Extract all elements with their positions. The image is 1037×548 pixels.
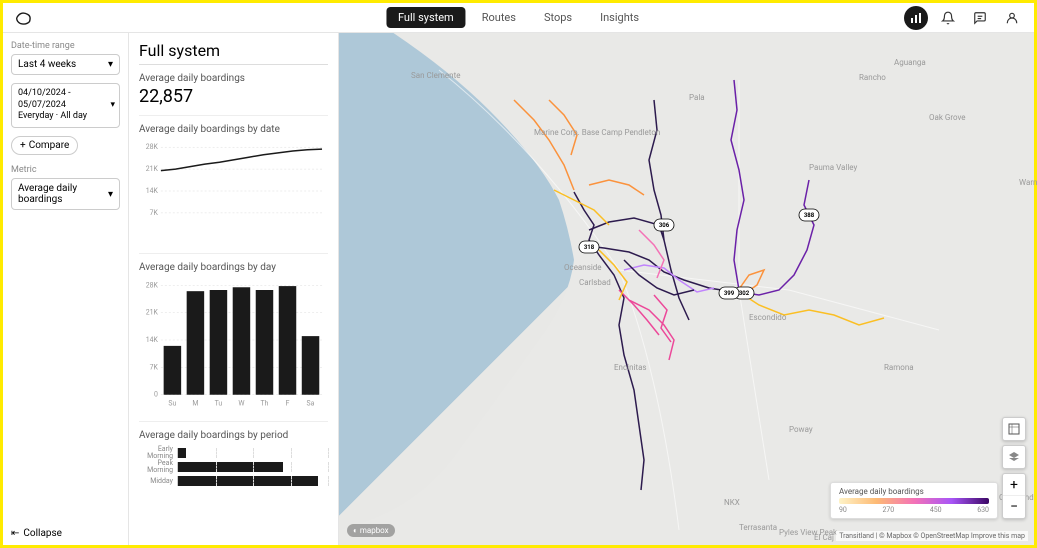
svg-text:302: 302 [739, 290, 750, 297]
range-select[interactable]: Last 4 weeks ▾ [11, 54, 120, 75]
svg-text:306: 306 [659, 222, 670, 229]
map-place-label: Marine Corp. Base Camp Pendleton [534, 128, 660, 137]
legend-title: Average daily boardings [839, 487, 989, 496]
map-canvas: 306 318 388 302 399 [339, 33, 1034, 545]
line-chart-section: Average daily boardings by date 7K 14K 21K… [139, 124, 328, 254]
svg-text:21K: 21K [146, 309, 159, 317]
period-chart: Early Morning Peak Morning Midday [139, 447, 328, 487]
map[interactable]: 306 318 388 302 399 San Clemente Marine Corp.… [339, 33, 1034, 545]
nav-tabs: Full systemRoutesStopsInsights [386, 7, 651, 28]
map-place-label: NKX [724, 498, 740, 507]
message-icon[interactable] [968, 6, 992, 30]
nav-tab-stops[interactable]: Stops [532, 7, 584, 28]
map-place-label: Pala [689, 93, 705, 102]
date-range-box[interactable]: 04/10/2024 - 05/07/2024 Everyday · All d… [11, 83, 120, 128]
nav-tab-insights[interactable]: Insights [588, 7, 651, 28]
chevron-down-icon: ▾ [108, 59, 113, 70]
svg-text:7K: 7K [150, 363, 159, 371]
bar-chart: 0 7K 14K 21K 28K Su M Tu W Th F Sa [139, 279, 328, 409]
nav-tab-full-system[interactable]: Full system [386, 7, 466, 28]
svg-text:388: 388 [804, 212, 815, 219]
topbar-actions [904, 6, 1024, 30]
collapse-button[interactable]: ⇤ Collapse [11, 528, 62, 539]
map-place-label: Carlsbad [579, 278, 611, 287]
period-row: Early Morning [139, 447, 328, 459]
line-chart: 7K 14K 21K 28K [139, 141, 328, 241]
map-place-label: Warn [1019, 178, 1037, 187]
svg-text:Th: Th [260, 400, 268, 408]
metric-label: Metric [11, 165, 120, 175]
range-select-value: Last 4 weeks [18, 59, 76, 70]
map-place-label: Pyles View Peak [779, 528, 837, 537]
svg-text:Sa: Sa [307, 400, 315, 408]
svg-text:Tu: Tu [215, 400, 223, 408]
topbar: Full systemRoutesStopsInsights [3, 3, 1034, 33]
collapse-label: Collapse [23, 528, 62, 539]
svg-text:W: W [238, 400, 245, 408]
map-place-label: Oak Grove [929, 113, 966, 122]
svg-text:28K: 28K [146, 281, 159, 289]
date-range-label: Date-time range [11, 41, 120, 51]
map-place-label: Encinitas [614, 363, 647, 372]
period-chart-title: Average daily boardings by period [139, 430, 328, 441]
svg-text:318: 318 [584, 244, 595, 251]
svg-text:0: 0 [154, 391, 158, 399]
stats-title: Full system [139, 41, 328, 65]
headline-stat: Average daily boardings 22,857 [139, 73, 328, 116]
chevron-down-icon: ▾ [110, 100, 115, 112]
map-place-label: Oceanside [564, 263, 602, 272]
compare-label: Compare [29, 140, 70, 151]
svg-text:21K: 21K [146, 165, 159, 173]
map-controls: + − [1002, 417, 1026, 519]
map-place-label: Escondido [749, 313, 786, 322]
zoom-out-button[interactable]: − [1003, 496, 1025, 518]
chevron-down-icon: ▾ [108, 189, 113, 200]
user-icon[interactable] [1000, 6, 1024, 30]
svg-text:7K: 7K [150, 209, 159, 217]
svg-text:14K: 14K [146, 187, 159, 195]
svg-text:F: F [286, 400, 290, 408]
date-range-sub: Everyday · All day [18, 111, 113, 123]
logo [13, 7, 35, 29]
collapse-icon: ⇤ [11, 528, 19, 539]
map-place-label: San Clemente [411, 71, 460, 80]
period-chart-section: Average daily boardings by period Early … [139, 430, 328, 487]
map-place-label: Pauma Valley [809, 163, 857, 172]
svg-text:Su: Su [168, 400, 176, 408]
bar-chart-title: Average daily boardings by day [139, 262, 328, 273]
sidebar: Date-time range Last 4 weeks ▾ 04/10/202… [3, 33, 129, 545]
compare-button[interactable]: + Compare [11, 136, 78, 155]
layers-button[interactable] [1003, 446, 1025, 468]
date-range-value: 04/10/2024 - 05/07/2024 [18, 88, 113, 111]
svg-text:399: 399 [724, 290, 735, 297]
period-row: Midday [139, 475, 328, 487]
map-legend: Average daily boardings 90270450630 [830, 482, 998, 519]
bar-chart-section: Average daily boardings by day 0 7K 14K 21K… [139, 262, 328, 422]
line-chart-title: Average daily boardings by date [139, 124, 328, 135]
legend-gradient [839, 498, 989, 504]
analytics-icon[interactable] [904, 6, 928, 30]
map-place-label: Aguanga [894, 58, 926, 67]
svg-text:M: M [192, 400, 198, 408]
mapbox-logo: ◐ mapbox [347, 524, 395, 537]
map-place-label: Terrasanta [739, 523, 777, 532]
zoom-in-button[interactable]: + [1003, 474, 1025, 496]
map-style-button[interactable] [1003, 418, 1025, 440]
map-place-label: Ramona [884, 363, 914, 372]
plus-icon: + [20, 140, 26, 151]
stats-panel: Full system Average daily boardings 22,8… [129, 33, 339, 545]
svg-text:28K: 28K [146, 143, 159, 151]
nav-tab-routes[interactable]: Routes [470, 7, 528, 28]
headline-value: 22,857 [139, 86, 328, 107]
map-place-label: Poway [789, 425, 813, 434]
bell-icon[interactable] [936, 6, 960, 30]
headline-label: Average daily boardings [139, 73, 328, 84]
legend-ticks: 90270450630 [839, 506, 989, 514]
map-attribution[interactable]: Transitland | © Mapbox © OpenStreetMap I… [836, 531, 1028, 541]
metric-select[interactable]: Average daily boardings ▾ [11, 178, 120, 210]
map-place-label: Rancho [859, 73, 886, 82]
metric-select-value: Average daily boardings [18, 183, 108, 205]
svg-text:14K: 14K [146, 336, 159, 344]
period-row: Peak Morning [139, 461, 328, 473]
